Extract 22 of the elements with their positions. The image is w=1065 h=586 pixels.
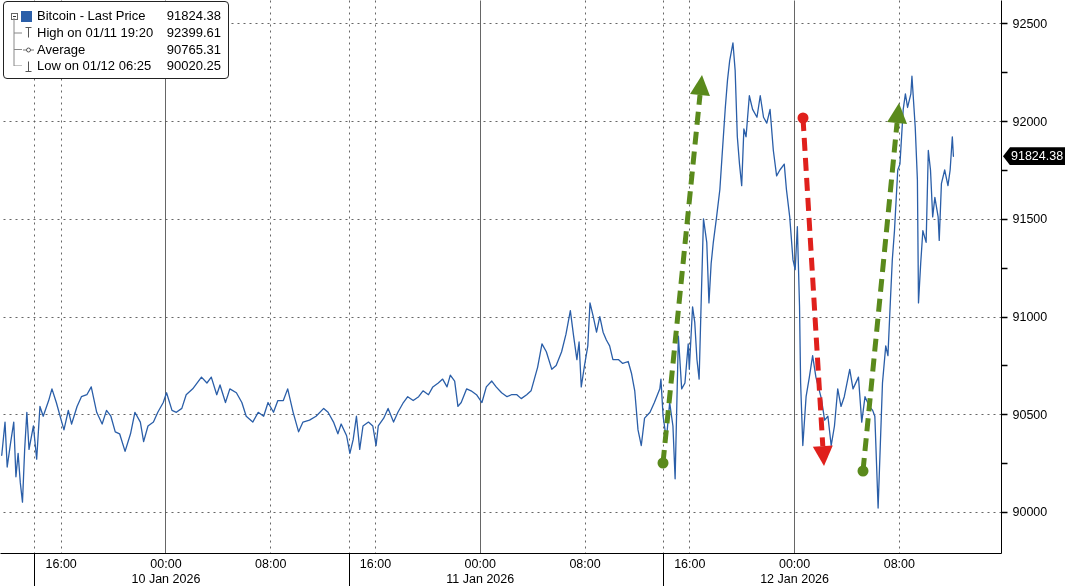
annotation: High on 01/11 19:20 92399.61 [37, 25, 221, 41]
y-tick-label: 92500 [1012, 16, 1048, 31]
annotation: 91824.38 [166, 8, 221, 24]
x-tick-label: 08:00 [569, 556, 601, 571]
price-tag: 91824.38 [1003, 147, 1065, 166]
line-series [1, 42, 955, 509]
legend-label: Bitcoin - Last Price [37, 8, 146, 24]
x-tick-label: 00:00 10 Jan 2026 [131, 556, 201, 586]
y-tick-label: 90500 [1012, 407, 1048, 422]
x-tick-label: 16:00 [674, 556, 706, 571]
annotation: Low on 01/12 06:25 90020.25 [37, 58, 221, 74]
x-tick-label: 00:00 11 Jan 2026 [446, 556, 515, 586]
y-tick-label: 91500 [1012, 212, 1048, 227]
x-tick-label: 16:00 [359, 556, 392, 571]
x-tick-label: 00:00 12 Jan 2026 [760, 556, 830, 586]
y-tick-label: 90000 [1012, 505, 1048, 520]
y-tick-label: 92000 [1012, 114, 1048, 129]
text: Average 90765.31 [37, 41, 221, 57]
x-tick-label: 16:00 [45, 556, 77, 571]
y-tick-label: 91000 [1012, 310, 1048, 325]
x-tick-label: 08:00 [255, 556, 287, 571]
x-tick-label: 08:00 [883, 556, 916, 571]
